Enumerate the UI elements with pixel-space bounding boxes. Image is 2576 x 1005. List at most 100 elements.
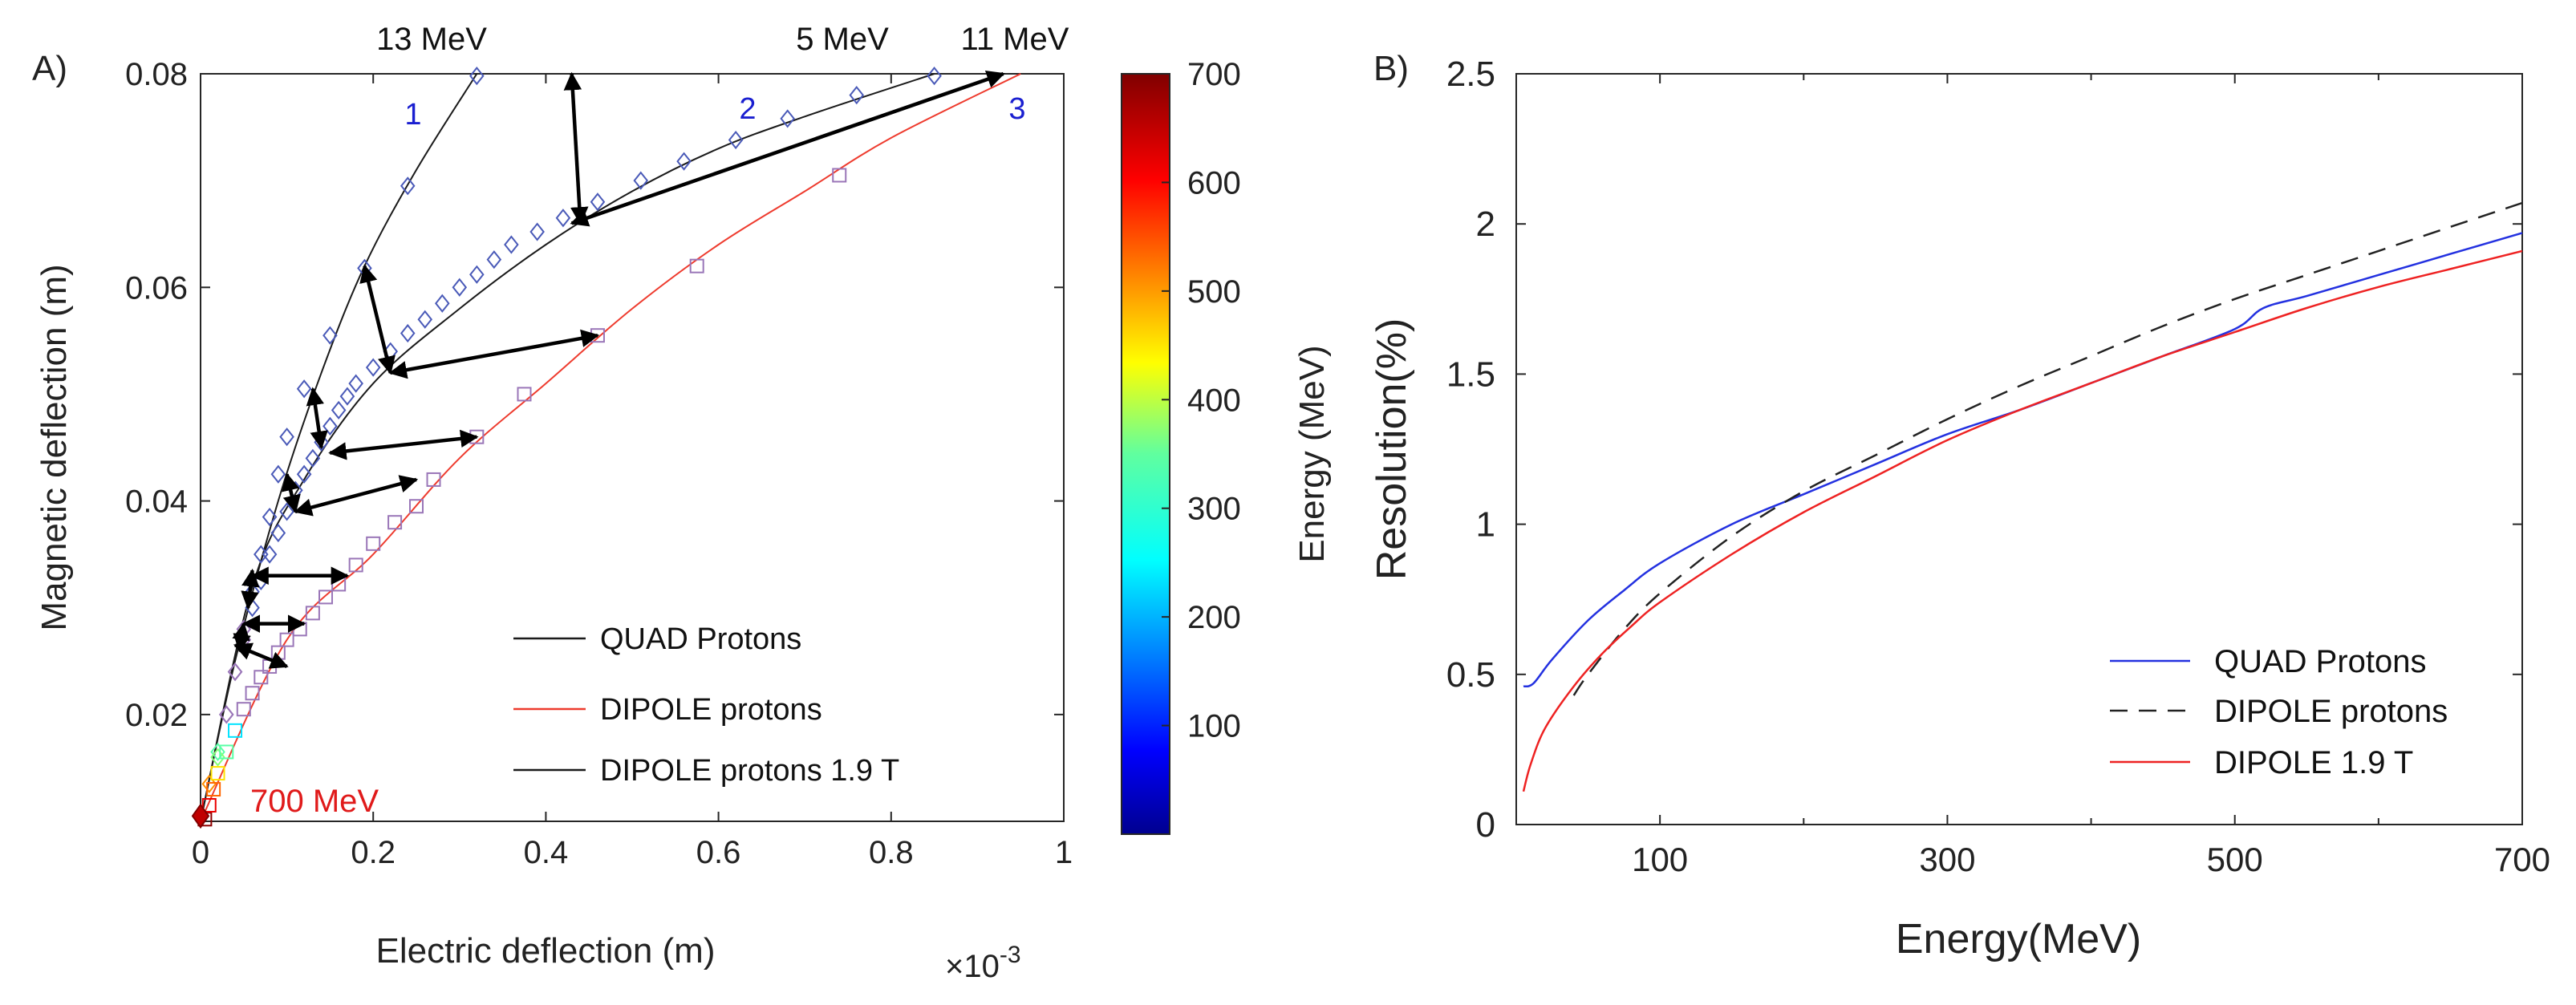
marker-diamond	[400, 176, 416, 196]
marker-diamond	[270, 464, 286, 484]
a-y-tick-label: 0.04	[125, 484, 188, 520]
marker-square	[318, 590, 334, 605]
marker-square	[219, 744, 234, 760]
double-arrow	[294, 475, 419, 517]
legend-label-dipole-19: DIPOLE protons 1.9 T	[600, 754, 899, 788]
a-y-tick-label: 0.02	[125, 698, 188, 733]
marker-700-mev	[191, 803, 210, 829]
marker-diamond	[323, 326, 338, 345]
curve-number-1: 1	[404, 98, 421, 132]
marker-diamond	[210, 742, 225, 762]
marker-diamond	[469, 265, 485, 284]
marker-diamond	[348, 374, 363, 393]
marker-diamond	[452, 278, 468, 297]
b-x-tick-label: 500	[2207, 841, 2263, 878]
double-arrow	[388, 329, 600, 379]
colorbar-tick-label: 600	[1187, 165, 1241, 201]
panel-b-axes: 100 300 500 700 0 0.5 1 1.5 2 2.5	[1446, 55, 2550, 878]
b-x-tick-label: 100	[1632, 841, 1688, 878]
a-x-tick-label: 1	[1055, 835, 1073, 870]
marker-square	[387, 515, 403, 530]
b-y-tick-label: 0	[1476, 805, 1495, 845]
marker-square	[689, 258, 704, 274]
panel-a-markers	[191, 67, 942, 829]
panel-a-axes: 0 0.2 0.4 0.6 0.8 1 0.02 0.04 0.06 0.08	[125, 57, 1073, 870]
a-x-tick-label: 0.8	[869, 835, 914, 870]
marker-diamond	[555, 209, 571, 228]
marker-square	[201, 798, 217, 813]
marker-diamond	[218, 705, 234, 724]
annotation-13-mev: 13 MeV	[376, 22, 487, 57]
colorbar-tick-label: 500	[1187, 274, 1241, 310]
colorbar-tick-label: 200	[1187, 600, 1241, 635]
a-y-tick-label: 0.06	[125, 270, 188, 306]
legend-label-dipole: DIPOLE protons	[600, 693, 822, 727]
marker-diamond	[305, 448, 321, 468]
curve-number-3: 3	[1008, 92, 1025, 126]
marker-diamond	[469, 67, 485, 86]
legend-b-label-dipole-19: DIPOLE 1.9 T	[2214, 745, 2413, 780]
panel-b-label: B)	[1373, 49, 1409, 88]
legend-b-label-quad: QUAD Protons	[2214, 644, 2427, 679]
b-y-tick-label: 2	[1476, 205, 1495, 244]
marker-square	[206, 782, 221, 797]
marker-square	[517, 387, 532, 402]
marker-square	[254, 670, 269, 685]
double-arrow	[233, 642, 289, 669]
marker-square	[366, 536, 381, 551]
marker-diamond	[270, 523, 286, 543]
annotation-5-mev: 5 MeV	[796, 22, 889, 57]
colorbar-tick-label: 100	[1187, 709, 1241, 744]
b-y-tick-label: 2.5	[1446, 55, 1495, 94]
panel-b: B) 100 300 500 700 0 0.5 1 1.5 2 2.5 QUAD Protons…	[1369, 49, 2550, 962]
panel-a: A) 0 0.2 0.4 0.6 0.8 1 0.02 0.04 0.06 0.08 13 MeV…	[32, 22, 1332, 984]
series-b-dipole-19t	[1522, 249, 2523, 792]
series-quad-protons	[200, 73, 478, 822]
marker-diamond	[262, 507, 278, 527]
panel-b-plot-area	[1515, 73, 2523, 825]
panel-b-y-label: Resolution(%)	[1369, 318, 1415, 581]
colorbar-tick-label: 300	[1187, 492, 1241, 527]
a-x-tick-label: 0.6	[696, 835, 741, 870]
legend-b-label-dipole: DIPOLE protons	[2214, 694, 2448, 729]
marker-diamond	[279, 428, 294, 447]
series-b-dipole-protons	[1572, 201, 2523, 696]
panel-a-legend: QUAD Protons DIPOLE protons DIPOLE proto…	[513, 622, 899, 788]
colorbar	[1121, 73, 1170, 835]
marker-square	[832, 168, 847, 183]
marker-diamond	[201, 774, 217, 794]
marker-square	[305, 606, 320, 621]
a-y-tick-label: 0.08	[125, 57, 188, 92]
x-multiplier-exponent: -3	[1000, 942, 1021, 968]
a-x-tick-label: 0	[192, 835, 209, 870]
double-arrow	[328, 429, 479, 460]
panel-b-legend: QUAD Protons DIPOLE protons DIPOLE 1.9 T	[2110, 644, 2448, 780]
annotation-700-mev: 700 MeV	[250, 784, 379, 819]
double-arrow	[306, 387, 328, 450]
panel-b-x-label: Energy(MeV)	[1896, 916, 2141, 962]
curve-number-2: 2	[739, 92, 756, 126]
legend-label-quad: QUAD Protons	[600, 622, 801, 656]
annotation-11-mev: 11 MeV	[961, 22, 1069, 57]
a-x-tick-label: 0.4	[524, 835, 569, 870]
marker-square	[228, 723, 243, 738]
marker-diamond	[486, 250, 502, 269]
b-x-tick-label: 300	[1919, 841, 1975, 878]
b-y-tick-label: 1.5	[1446, 355, 1495, 394]
marker-diamond	[262, 545, 278, 564]
marker-square	[245, 686, 260, 701]
marker-diamond	[296, 379, 312, 399]
double-arrow	[241, 568, 260, 610]
double-arrow	[570, 70, 1005, 227]
marker-diamond	[210, 748, 225, 767]
colorbar-tick-label: 400	[1187, 383, 1241, 418]
panel-a-arrows	[232, 70, 1005, 669]
x-multiplier: ×10-3	[945, 942, 1021, 984]
a-x-tick-label: 0.2	[351, 835, 396, 870]
marker-square	[426, 472, 441, 487]
marker-diamond	[365, 358, 381, 377]
marker-diamond	[529, 222, 545, 241]
colorbar-ticks: 100 200 300 400 500 600 700	[1162, 57, 1241, 744]
